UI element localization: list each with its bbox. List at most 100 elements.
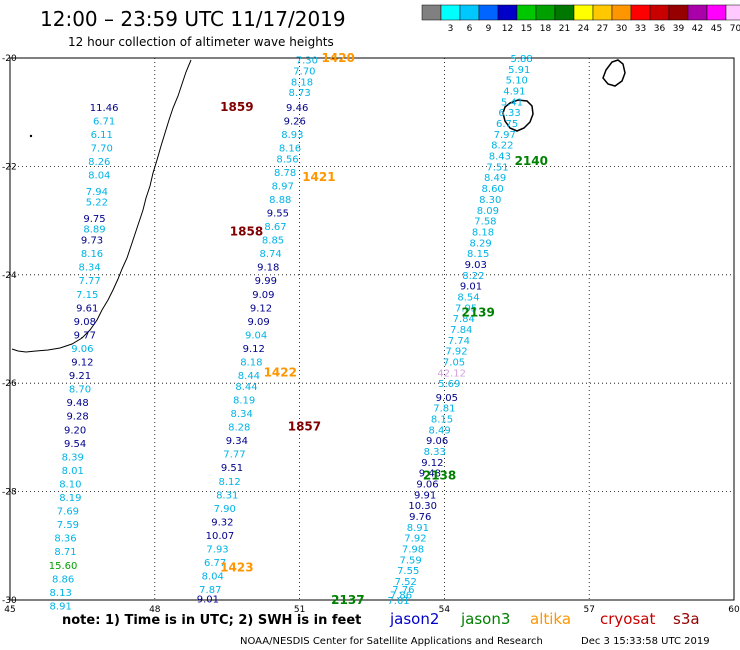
madagascar-coastline	[11, 59, 192, 353]
pass-time-label: 1420	[322, 51, 355, 65]
small-island-dot	[29, 134, 33, 138]
wave-height-value: 9.48	[419, 469, 441, 480]
wave-height-value: 4.91	[503, 87, 525, 98]
legend-swatch	[535, 4, 556, 21]
wave-height-value: 5.91	[508, 65, 530, 76]
wave-height-value: 6.11	[91, 130, 113, 141]
wave-height-value: 7.15	[76, 290, 98, 301]
wave-height-value: 8.44	[238, 371, 260, 382]
wave-height-value: 9.03	[465, 260, 487, 271]
legend-tick-label: 15	[521, 24, 532, 34]
wave-height-value: 8.36	[54, 534, 76, 545]
wave-height-value: 7.59	[399, 555, 421, 566]
wave-height-value: 8.30	[479, 195, 501, 206]
wave-height-value: 8.34	[231, 409, 253, 420]
wave-height-value: 9.05	[436, 393, 458, 404]
wave-height-value: 7.92	[404, 534, 426, 545]
legend-swatch	[630, 4, 651, 21]
wave-height-value: 8.43	[489, 152, 511, 163]
x-tick-label: 48	[149, 605, 161, 615]
track-group: 7.307.708.188.739.469.268.938.168.568.78…	[197, 56, 318, 606]
track-group: 5.885.915.104.915.416.336.757.978.228.43…	[387, 54, 532, 607]
wave-height-value: 5.88	[510, 54, 532, 65]
chart-title: 12:00 – 23:59 UTC 11/17/2019	[40, 7, 346, 31]
wave-height-value: 8.18	[472, 227, 494, 238]
legend-swatch	[516, 4, 537, 21]
wave-height-value: 7.77	[79, 276, 101, 287]
wave-height-value: 6.33	[498, 108, 520, 119]
legend-tick-label: 33	[635, 24, 646, 34]
wave-height-value: 7.05	[443, 358, 465, 369]
wave-height-value: 8.54	[457, 292, 479, 303]
wave-height-value: 9.12	[421, 458, 443, 469]
wave-height-value: 6.75	[496, 119, 518, 130]
wave-height-value: 7.70	[91, 143, 113, 154]
wave-height-value: 8.10	[59, 479, 81, 490]
wave-height-value: 8.74	[260, 249, 282, 260]
wave-height-value: 8.91	[407, 523, 429, 534]
wave-height-value: 9.26	[284, 116, 306, 127]
wave-height-value: 8.85	[262, 236, 284, 247]
wave-height-value: 9.99	[255, 276, 277, 287]
wave-height-value: 8.56	[276, 154, 298, 165]
y-tick-label: -24	[2, 271, 17, 281]
footer-timestamp: Dec 3 15:33:58 UTC 2019	[581, 636, 710, 647]
wave-height-value: 8.22	[491, 141, 513, 152]
satellite-label-s3a: s3a	[673, 610, 700, 628]
wave-height-value: 8.04	[88, 171, 110, 182]
wave-height-value: 8.39	[62, 452, 84, 463]
wave-height-value: 9.91	[414, 490, 436, 501]
legend-tick-label: 9	[486, 24, 492, 34]
legend-tick-label: 30	[616, 24, 628, 34]
y-tick-label: -30	[2, 596, 17, 606]
wave-height-value: 8.60	[482, 184, 504, 195]
wave-height-value: 9.01	[197, 594, 219, 605]
chart-subtitle: 12 hour collection of altimeter wave hei…	[68, 35, 334, 49]
x-tick-label: 51	[294, 605, 305, 615]
wave-height-value: 5.69	[438, 379, 460, 390]
wave-height-value: 8.86	[52, 574, 74, 585]
wave-height-value: 8.44	[235, 382, 257, 393]
wave-height-value: 7.74	[448, 336, 470, 347]
wave-height-value: 7.81	[433, 404, 455, 415]
wave-height-value: 8.97	[272, 181, 294, 192]
wave-height-value: 9.51	[221, 463, 243, 474]
wave-height-value: 9.76	[409, 512, 431, 523]
pass-time-label: 2140	[515, 154, 548, 168]
wave-height-value: 9.01	[460, 282, 482, 293]
pass-time-label: 2138	[423, 468, 456, 482]
wave-height-value: 9.12	[243, 344, 265, 355]
wave-height-value: 9.09	[247, 317, 269, 328]
wave-height-value: 8.71	[54, 547, 76, 558]
wave-height-value: 9.48	[66, 398, 88, 409]
wave-height-value: 9.06	[71, 344, 93, 355]
wave-height-value: 9.73	[81, 236, 103, 247]
wave-height-value: 8.26	[88, 157, 110, 168]
axis-tick-labels: 45 48 51 54 57 60 -20 -22 -24 -26 -28 -30	[2, 54, 740, 615]
x-tick-label: 57	[583, 605, 594, 615]
y-tick-label: -22	[2, 162, 17, 172]
legend-tick-label: 6	[467, 24, 473, 34]
wave-height-value: 9.21	[69, 371, 91, 382]
satellite-label-jason2: jason2	[389, 610, 439, 628]
wave-height-value: 8.18	[291, 77, 313, 88]
pass-time-labels: 1420 1421 1422 1423 1859 1858 1857 2140 2139 2138…	[220, 51, 548, 607]
wave-height-value: 7.87	[199, 585, 221, 596]
pass-time-label: 1858	[230, 224, 263, 238]
wave-height-value: 8.01	[62, 466, 84, 477]
x-tick-label: 45	[4, 605, 15, 615]
pass-time-label: 1423	[220, 560, 253, 574]
wave-height-value: 9.06	[416, 479, 438, 490]
wave-height-value: 7.84	[453, 314, 475, 325]
wave-height-value: 5.22	[86, 198, 108, 209]
wave-height-value: 15.60	[49, 561, 78, 572]
pass-time-label: 1422	[264, 365, 297, 379]
wave-height-value: 9.77	[74, 330, 96, 341]
wave-height-value: 8.73	[288, 88, 310, 99]
wave-height-value: 8.70	[69, 385, 91, 396]
legend-tick-label: 27	[597, 24, 608, 34]
wave-height-value: 8.89	[83, 225, 105, 236]
legend-swatch	[478, 4, 499, 21]
wave-height-value: 7.59	[57, 520, 79, 531]
